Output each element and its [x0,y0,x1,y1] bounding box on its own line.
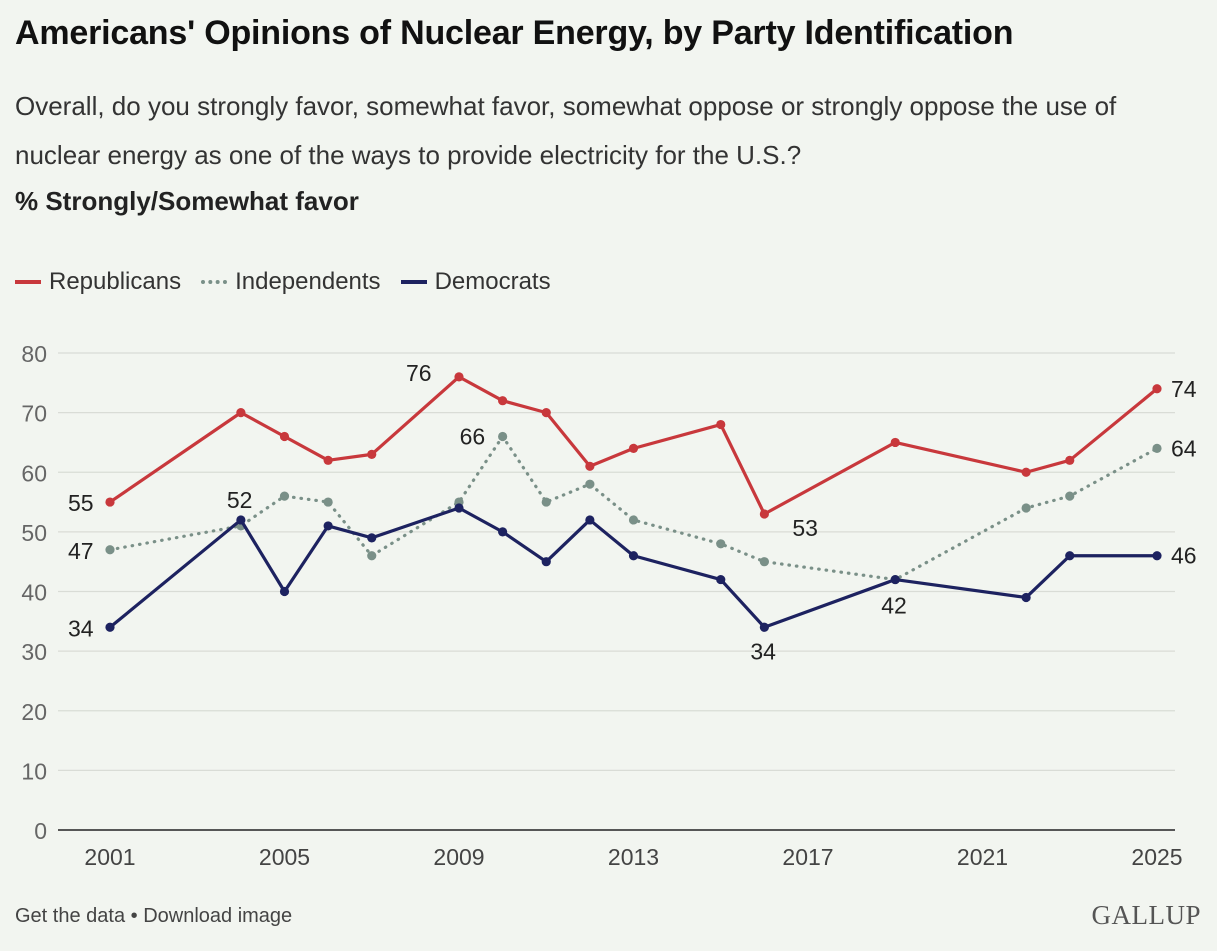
data-point-republicans [323,455,333,465]
data-point-republicans [1152,384,1162,394]
gallup-logo: GALLUP [1091,900,1201,930]
legend-swatch-independents [201,280,228,284]
data-label: 76 [406,360,432,386]
data-point-democrats [585,515,595,525]
x-tick-label: 2017 [782,844,833,870]
data-point-republicans [498,396,508,406]
download-image-link[interactable]: Download image [143,905,293,927]
legend-swatch-democrats [400,280,427,284]
data-point-democrats [454,503,464,513]
data-point-democrats [1021,592,1031,603]
data-point-democrats [323,521,333,531]
data-point-democrats [890,574,900,585]
y-tick-label: 40 [21,580,47,606]
data-point-republicans [1021,467,1031,477]
data-point-independents [1065,491,1075,501]
legend-label-democrats: Democrats [434,268,551,295]
get-data-link[interactable]: Get the data [15,905,126,927]
data-point-independents [628,515,639,525]
data-point-democrats [367,533,377,543]
x-tick-label: 2009 [433,844,484,870]
data-point-independents [585,479,595,489]
data-label: 34 [750,638,776,664]
chart-subtitle: Overall, do you strongly favor, somewhat… [15,91,1117,170]
x-tick-label: 2013 [608,844,659,870]
data-point-republicans [105,497,115,507]
y-tick-label: 50 [21,520,47,546]
x-tick-label: 2025 [1131,844,1182,870]
x-tick-label: 2005 [259,844,310,870]
legend-item-republicans: Republicans [15,268,181,296]
data-point-democrats [1065,551,1075,561]
measure-label: % Strongly/Somewhat favor [15,186,359,216]
data-point-republicans [716,419,726,430]
data-point-democrats [541,557,551,567]
data-point-independents [498,431,508,442]
data-point-republicans [367,449,377,459]
footer-separator: • [125,905,144,927]
data-point-democrats [1152,551,1162,561]
data-point-independents [279,491,290,501]
data-label: 66 [460,423,486,449]
y-tick-label: 30 [21,639,47,665]
data-label: 74 [1171,376,1197,402]
data-label: 42 [881,593,907,619]
data-label: 55 [68,490,94,516]
data-point-independents [323,497,333,507]
series-line-democrats [108,506,1159,629]
data-label: 47 [68,538,94,564]
line-chart: 0 10 20 30 40 50 60 70 80 2001 2005 2009 2013 2017 202… [21,341,1197,870]
data-point-republicans [236,408,246,418]
data-point-independents [759,557,769,567]
data-label: 34 [68,615,94,641]
data-point-independents [716,539,726,549]
legend: Republicans Independents Democrats [15,268,571,296]
y-tick-label: 20 [21,699,47,725]
footer: Get the data • Download image [15,905,292,928]
data-label: 52 [227,487,253,513]
legend-label-republicans: Republicans [49,268,182,295]
x-tick-label: 2001 [84,844,135,870]
series-line-republicans [108,375,1159,516]
y-tick-label: 80 [21,341,47,367]
data-point-republicans [628,443,639,453]
data-point-democrats [498,527,508,537]
data-point-democrats [759,622,769,632]
data-point-democrats [628,551,639,561]
data-point-democrats [236,515,246,525]
data-point-democrats [105,622,115,632]
y-tick-label: 60 [21,460,47,486]
data-point-republicans [585,461,595,471]
legend-item-independents: Independents [201,268,381,296]
data-point-democrats [279,586,290,597]
y-tick-label: 70 [21,401,47,427]
data-point-republicans [1065,455,1075,465]
data-point-republicans [890,437,900,448]
data-point-independents [367,551,377,561]
data-point-republicans [759,509,769,519]
data-point-republicans [454,372,464,382]
chart-title: Americans' Opinions of Nuclear Energy, b… [15,14,1014,52]
data-point-independents [1152,443,1162,453]
legend-label-independents: Independents [235,268,381,295]
data-point-independents [541,497,551,507]
legend-swatch-republicans [15,280,41,284]
data-point-independents [1021,503,1031,513]
data-point-independents [105,545,115,555]
data-label: 46 [1171,543,1197,569]
y-tick-label: 0 [34,818,47,844]
data-point-republicans [279,431,290,442]
data-point-republicans [541,408,551,418]
y-tick-label: 10 [21,758,47,784]
data-point-democrats [716,574,726,585]
x-tick-label: 2021 [957,844,1008,870]
data-label: 64 [1171,435,1197,461]
legend-item-democrats: Democrats [400,268,551,296]
series-line-independents [108,434,1159,582]
data-label: 53 [792,515,818,541]
